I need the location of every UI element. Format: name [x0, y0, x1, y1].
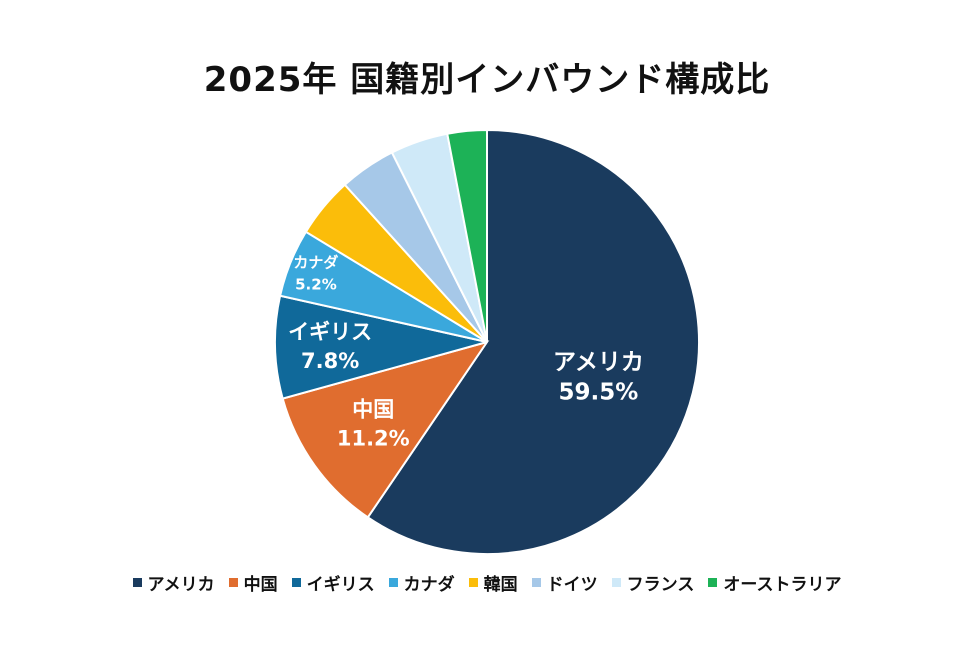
- legend-item-3: イギリス: [291, 570, 375, 595]
- legend-item-7: フランス: [611, 570, 695, 595]
- legend-swatch-icon: [228, 578, 238, 587]
- legend-swatch-icon: [708, 578, 718, 587]
- legend-label: 中国: [243, 575, 278, 595]
- pie-slice-1: [366, 128, 700, 555]
- slice-label-value-4: 5.2%: [295, 275, 337, 293]
- slice-label-value-3: 7.8%: [301, 349, 359, 373]
- slice-label-name-4: カナダ: [293, 253, 338, 271]
- legend-item-1: アメリカ: [132, 570, 215, 595]
- legend-item-6: ドイツ: [531, 570, 598, 595]
- legend-item-4: カナダ: [388, 570, 455, 595]
- pie-slice-2: [281, 340, 490, 519]
- slice-label-name-3: イギリス: [288, 320, 372, 344]
- legend-item-5: 韓国: [468, 570, 518, 595]
- legend-label: フランス: [626, 575, 695, 595]
- slice-label-name-1: アメリカ: [553, 349, 644, 375]
- legend-label: 韓国: [483, 575, 518, 595]
- slice-label-value-1: 59.5%: [559, 379, 639, 405]
- legend-label: ドイツ: [546, 575, 598, 595]
- legend-label: アメリカ: [147, 575, 215, 595]
- slice-label-name-2: 中国: [352, 397, 394, 421]
- legend-item-2: 中国: [228, 570, 278, 595]
- legend-swatch-icon: [132, 578, 142, 587]
- chart-title: 2025年 国籍別インバウンド構成比: [203, 60, 771, 100]
- pie-slice-8: [446, 128, 488, 343]
- legend-label: カナダ: [403, 575, 455, 595]
- legend: アメリカ 中国 イギリス カナダ 韓国 ドイツ フランス オーストラリア: [0, 570, 974, 595]
- legend-swatch-icon: [291, 578, 301, 587]
- pie-slice-3: [274, 294, 488, 400]
- legend-label: オーストラリア: [723, 575, 842, 595]
- legend-item-8: オーストラリア: [708, 570, 841, 595]
- legend-swatch-icon: [388, 578, 398, 587]
- legend-swatch-icon: [468, 578, 478, 587]
- slice-label-value-2: 11.2%: [337, 426, 410, 450]
- legend-label: イギリス: [306, 575, 375, 595]
- legend-swatch-icon: [531, 578, 541, 587]
- legend-swatch-icon: [611, 578, 621, 587]
